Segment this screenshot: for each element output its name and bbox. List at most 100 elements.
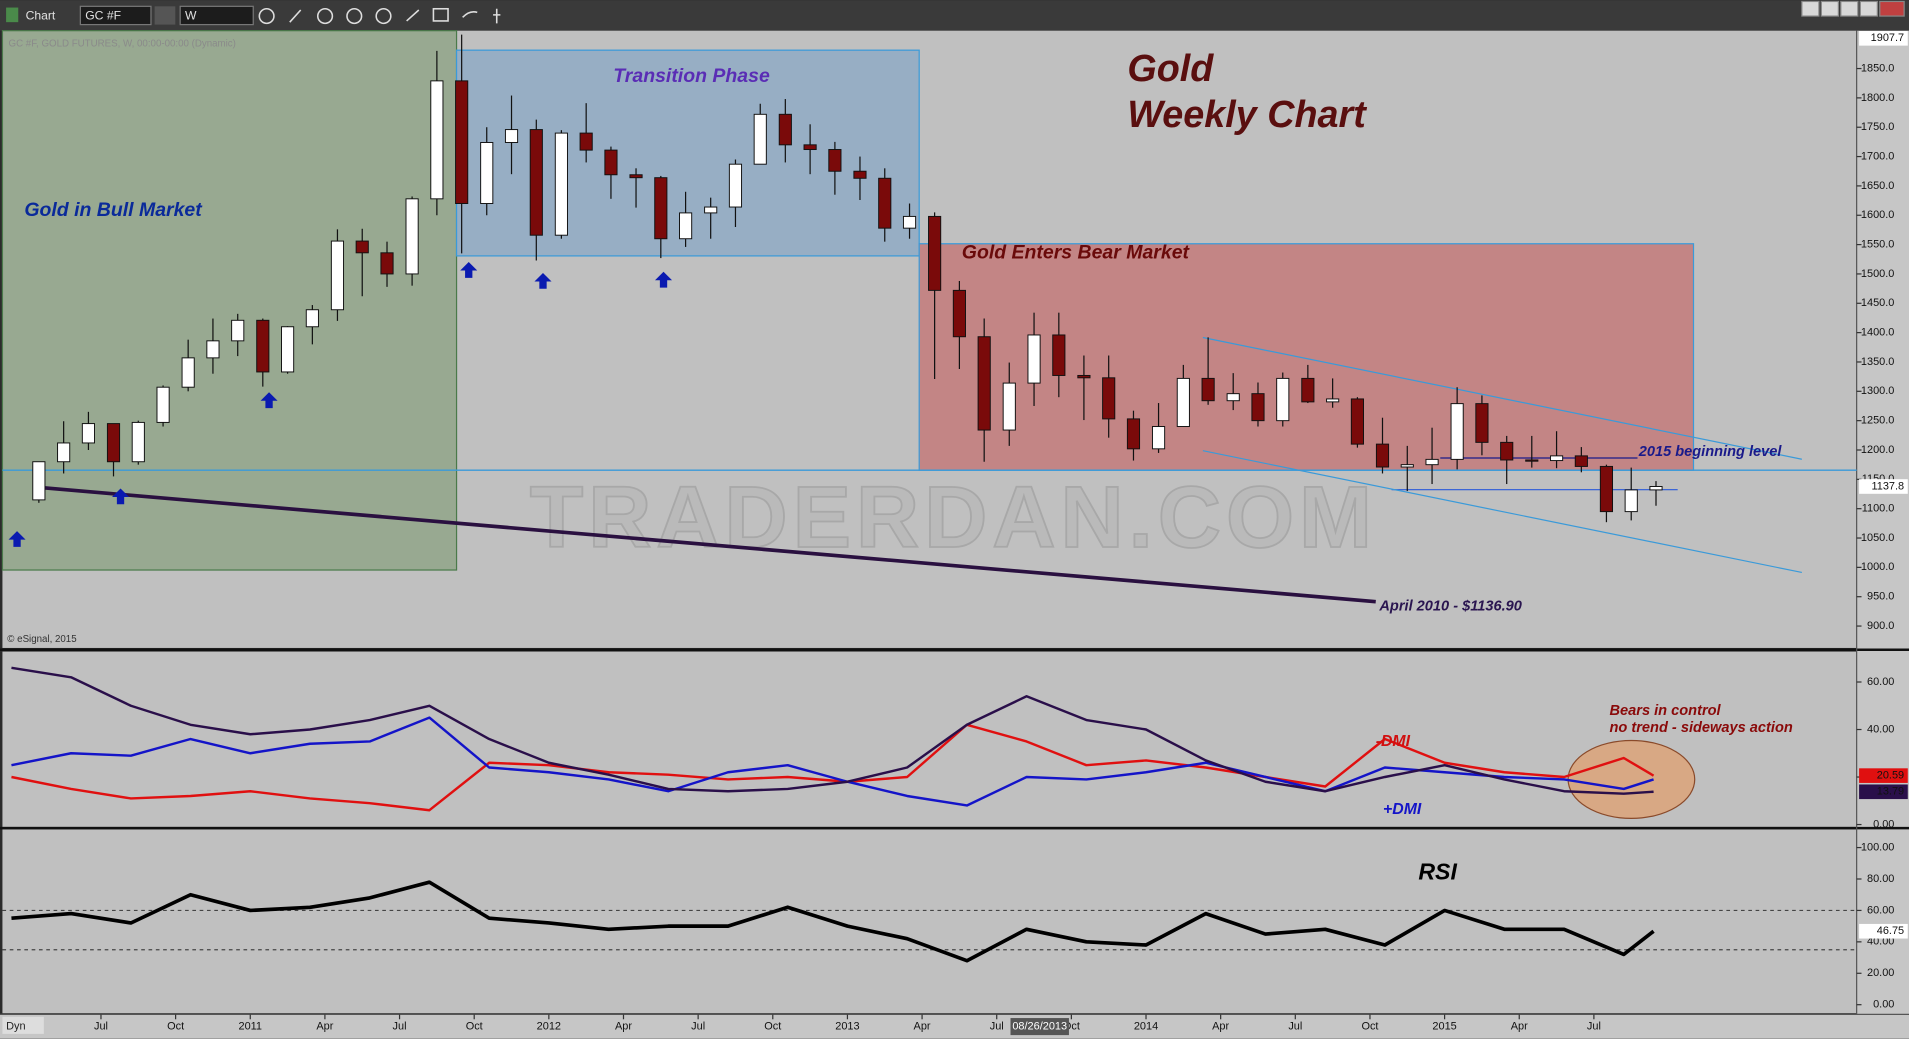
- arrow: [260, 392, 278, 409]
- y-tick-label: 1850.0: [1861, 62, 1894, 74]
- icon[interactable]: [316, 7, 334, 25]
- icon[interactable]: [462, 11, 478, 18]
- x-tick-label: Apr: [316, 1020, 333, 1032]
- x-tick-label: Oct: [167, 1020, 184, 1032]
- x-tick-label: Jul: [1587, 1020, 1601, 1032]
- y-tick-label: 1550.0: [1861, 238, 1894, 250]
- candle-body: [131, 421, 145, 463]
- candle-body: [579, 132, 593, 151]
- candle-body: [1400, 464, 1414, 468]
- overlay: Jul Oct 2011 Apr Jul Oct 2012 Apr Jul Oct 2013 Apr J…: [94, 31, 1908, 1032]
- candle-body: [1450, 403, 1464, 460]
- y-tick-label: 1400.0: [1861, 327, 1894, 339]
- candle-body: [679, 212, 693, 240]
- candle-body: [206, 340, 220, 359]
- candle-body: [1077, 374, 1091, 379]
- y-tick-label: 1200.0: [1861, 444, 1894, 456]
- interval-box[interactable]: [179, 5, 254, 26]
- value-label: 20.59: [1877, 770, 1904, 782]
- candle-body: [654, 177, 668, 240]
- candle-body: [1574, 455, 1588, 467]
- candle-body: [1251, 393, 1265, 422]
- candle-body: [952, 289, 966, 338]
- value-box: [1859, 479, 1908, 494]
- symbol[interactable]: GC #F: [85, 8, 121, 22]
- cursor-date: 08/26/2013: [1012, 1020, 1067, 1032]
- value-box: [1859, 31, 1908, 46]
- window-button[interactable]: [1859, 0, 1878, 17]
- rsi-panel: [2, 829, 1857, 1014]
- x-tick-label: Oct: [466, 1020, 483, 1032]
- window-button[interactable]: [1820, 0, 1839, 17]
- y-tick-label: 1450.0: [1861, 297, 1894, 309]
- candle-body: [330, 240, 345, 311]
- bull-box: [1, 30, 458, 571]
- x-tick-label: Apr: [615, 1020, 632, 1032]
- y-tick-label: 0.00: [1873, 818, 1894, 830]
- icon[interactable]: [493, 8, 501, 24]
- candle-body: [57, 442, 71, 463]
- x-tick-label: 2015: [1432, 1020, 1456, 1032]
- chart-subtitle: Weekly Chart: [1127, 93, 1367, 135]
- y-tick-label: 1750.0: [1861, 121, 1894, 133]
- watermark: TRADERDAN.COM: [530, 468, 1377, 566]
- icon[interactable]: [258, 7, 275, 25]
- april-2010-line: [36, 485, 1376, 604]
- annotation: Gold Enters Bear Market: [962, 242, 1191, 264]
- candle-body: [1375, 443, 1390, 468]
- icon[interactable]: [406, 9, 420, 22]
- x-tick-label: Apr: [914, 1020, 931, 1032]
- window-button[interactable]: [1801, 0, 1820, 17]
- interval[interactable]: W: [185, 8, 197, 22]
- status-box[interactable]: [2, 1016, 44, 1034]
- candle-body: [480, 141, 494, 205]
- legend-label: +DMI: [1383, 801, 1422, 818]
- candle-body: [1350, 398, 1364, 445]
- window-title: Chart: [26, 8, 56, 22]
- candle-body: [803, 144, 817, 151]
- candle-body: [1201, 377, 1215, 402]
- icon[interactable]: [346, 7, 363, 25]
- candle-body: [455, 80, 469, 205]
- annotation: Transition Phase: [613, 65, 770, 87]
- x-tick-label: Oct: [1361, 1020, 1378, 1032]
- toolbar: [0, 0, 1909, 31]
- value-label: 46.75: [1877, 925, 1904, 937]
- icon[interactable]: [375, 7, 392, 25]
- icon[interactable]: [289, 9, 302, 23]
- y-tick-label: 1800.0: [1861, 92, 1894, 104]
- candle-body: [1176, 377, 1190, 428]
- symbol-box[interactable]: [79, 5, 152, 26]
- y-tick-label: 1700.0: [1861, 150, 1894, 162]
- candle-body: [928, 215, 942, 291]
- value-label: 13.79: [1877, 786, 1904, 798]
- value-box: [1859, 784, 1908, 800]
- candle-body: [1475, 403, 1489, 443]
- y-tick-label: 1350.0: [1861, 356, 1894, 368]
- x-tick-label: 2012: [537, 1020, 561, 1032]
- candle-body: [778, 113, 792, 146]
- candle-body: [1500, 441, 1514, 461]
- series-line: [11, 666, 1654, 795]
- close-button[interactable]: [1879, 0, 1905, 17]
- candle-body: [305, 309, 319, 328]
- candle-body: [1052, 334, 1066, 376]
- annotation: no trend - sideways action: [1610, 720, 1793, 736]
- y-tick-label: 0.00: [1873, 999, 1894, 1011]
- x-tick-label: Apr: [1212, 1020, 1229, 1032]
- annotation: Gold in Bull Market: [24, 199, 203, 221]
- window-buttons: [1801, 0, 1905, 17]
- channel-line: [1202, 450, 1802, 574]
- chart-title: Gold: [1127, 47, 1214, 89]
- candle-body: [504, 129, 519, 143]
- window-button[interactable]: [1840, 0, 1859, 17]
- bear-box: [918, 243, 1695, 471]
- y-tick-label: 60.00: [1867, 904, 1894, 916]
- link-button[interactable]: [154, 6, 176, 25]
- candle-body: [1027, 334, 1041, 384]
- y-tick-label: 1000.0: [1861, 561, 1894, 573]
- arrow: [534, 272, 552, 289]
- icon[interactable]: [432, 7, 449, 22]
- candle-body: [1649, 486, 1663, 491]
- candle-body: [529, 129, 543, 236]
